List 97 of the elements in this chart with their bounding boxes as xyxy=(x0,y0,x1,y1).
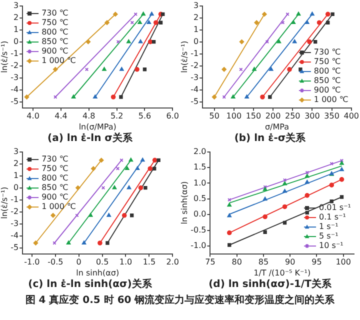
y-tick-label: 2 xyxy=(13,12,19,22)
x-tick-label: 0.5 xyxy=(96,258,109,267)
y-axis-title: ln(ε̇/s⁻¹) xyxy=(180,40,189,73)
y-tick-label: 3 xyxy=(13,146,19,156)
y-axis-title: ln sinh(ασ) xyxy=(180,181,189,224)
x-tick-label: 6.0 xyxy=(166,112,180,121)
y-tick-label: -2 xyxy=(10,206,19,216)
legend-label: 800 ℃ xyxy=(42,28,68,37)
x-axis-title: 1/T /(10⁻⁵ K⁻¹) xyxy=(254,268,311,278)
legend-label: 900 ℃ xyxy=(42,46,68,56)
x-tick-label: 4.0 xyxy=(26,112,40,121)
y-tick-label: 2 xyxy=(13,158,19,168)
y-tick-label: 0 xyxy=(13,182,19,192)
y-tick-label: 0 xyxy=(193,36,199,46)
legend-label: 0.01 s⁻¹ xyxy=(319,203,351,212)
x-tick-label: 400 xyxy=(344,112,360,121)
legend-label: 5 s⁻¹ xyxy=(319,232,338,241)
text: (c) ln ε̇-ln sinh(ασ)关系 xyxy=(27,278,153,291)
y-tick-label: -4 xyxy=(10,230,19,240)
y-axis-title: ln(ε̇/s⁻¹) xyxy=(0,186,9,219)
y-tick-label: 0 xyxy=(13,36,19,46)
legend-label: 730 ℃ xyxy=(42,8,68,18)
legend-label: 900 ℃ xyxy=(42,192,68,202)
y-tick-label: 1.0 xyxy=(193,178,206,188)
x-tick-label: 100 xyxy=(226,112,242,121)
y-tick-label: -1 xyxy=(10,48,19,58)
x-tick-label: 250 xyxy=(284,112,300,121)
y-tick-label: 1 xyxy=(13,24,19,34)
x-tick-label: -0.5 xyxy=(48,258,64,267)
x-tick-label: 4.8 xyxy=(82,112,96,121)
legend-label: 0.1 s⁻¹ xyxy=(319,212,346,222)
y-tick-label: -3 xyxy=(10,72,19,82)
legend-label: 850 ℃ xyxy=(42,37,68,46)
y-tick-label: -1 xyxy=(10,194,19,204)
y-tick-label: 0.0 xyxy=(193,210,206,219)
x-tick-label: 0 xyxy=(76,258,82,267)
y-tick-label: 2.0 xyxy=(193,146,206,156)
x-tick-label: 1.5 xyxy=(142,258,156,267)
legend-label: 750 ℃ xyxy=(314,57,341,66)
y-tick-label: 2 xyxy=(193,12,199,22)
x-tick-label: 150 xyxy=(246,112,262,121)
x-tick-label: -1.0 xyxy=(24,258,40,267)
y-tick-label: -1.0 xyxy=(190,241,206,250)
x-tick-label: 4.4 xyxy=(54,112,68,121)
x-tick-label: 85 xyxy=(258,258,269,267)
legend-label: 800 ℃ xyxy=(314,66,341,76)
legend-label: 800 ℃ xyxy=(42,174,68,183)
legend-label: 730 ℃ xyxy=(42,154,68,164)
legend-label: 1 000 ℃ xyxy=(42,56,76,66)
y-tick-label: -3 xyxy=(10,218,19,228)
y-tick-label: -5 xyxy=(190,96,199,106)
legend-label: 1 000 ℃ xyxy=(42,202,76,212)
x-tick-label: 350 xyxy=(324,112,340,121)
legend-label: 850 ℃ xyxy=(314,76,341,86)
text: (a) ln ε̇-ln σ关系 xyxy=(46,132,134,145)
y-tick-label: 3 xyxy=(193,0,199,10)
y-tick-label: -4 xyxy=(10,84,19,94)
x-tick-label: 90 xyxy=(285,258,296,267)
x-tick-label: 200 xyxy=(265,112,281,121)
x-axis-title: ln(σ/MPa) xyxy=(78,122,116,132)
x-tick-label: 95 xyxy=(312,258,322,267)
x-tick-label: 75 xyxy=(205,258,216,267)
x-tick-label: 50 xyxy=(209,112,220,121)
y-tick-label: -2 xyxy=(190,60,199,70)
y-tick-label: 1 xyxy=(13,170,19,180)
y-tick-label: 0.5 xyxy=(193,194,206,203)
y-tick-label: -4 xyxy=(190,84,199,94)
y-axis-title: ln(ε̇/s⁻¹) xyxy=(0,40,9,73)
y-tick-label: 3 xyxy=(13,0,19,10)
legend-label: 900 ℃ xyxy=(314,86,341,95)
legend-label: 850 ℃ xyxy=(42,183,68,192)
x-axis-title: σ/MPa xyxy=(264,122,290,132)
x-axis-title: ln sinh(ασ) xyxy=(76,268,120,278)
x-tick-label: 1.0 xyxy=(119,258,132,267)
x-tick-label: 100 xyxy=(336,258,351,267)
legend-label: 730 ℃ xyxy=(314,48,341,57)
text: (d) ln sinh(ασ)-1/T关系 xyxy=(208,278,332,291)
y-tick-label: -5 xyxy=(10,242,19,252)
legend-label: 750 ℃ xyxy=(42,18,68,28)
legend-label: 750 ℃ xyxy=(42,164,68,174)
y-tick-label: 1 xyxy=(193,24,199,34)
y-tick-label: -2 xyxy=(10,60,19,70)
x-tick-label: 5.2 xyxy=(110,112,124,121)
text: (b) ln ε̇-σ关系 xyxy=(233,132,307,145)
x-tick-label: 80 xyxy=(232,258,242,267)
x-tick-label: 300 xyxy=(304,112,320,121)
y-tick-label: -1 xyxy=(190,48,199,58)
legend-label: 10 s⁻¹ xyxy=(319,241,344,250)
y-tick-label: 1.5 xyxy=(193,162,206,172)
x-tick-label: 5.6 xyxy=(138,112,152,121)
legend-label: 1 000 ℃ xyxy=(314,95,348,104)
y-tick-label: -0.5 xyxy=(190,225,206,234)
y-tick-label: -5 xyxy=(10,96,19,106)
y-tick-label: -3 xyxy=(190,72,199,82)
caption: 图 4 真应变 0.5 时 60 钢流变应力与应变速率和变形温度之间的关系 xyxy=(24,294,336,308)
legend-label: 1 s⁻¹ xyxy=(319,222,338,232)
x-tick-label: 2.0 xyxy=(166,258,180,267)
